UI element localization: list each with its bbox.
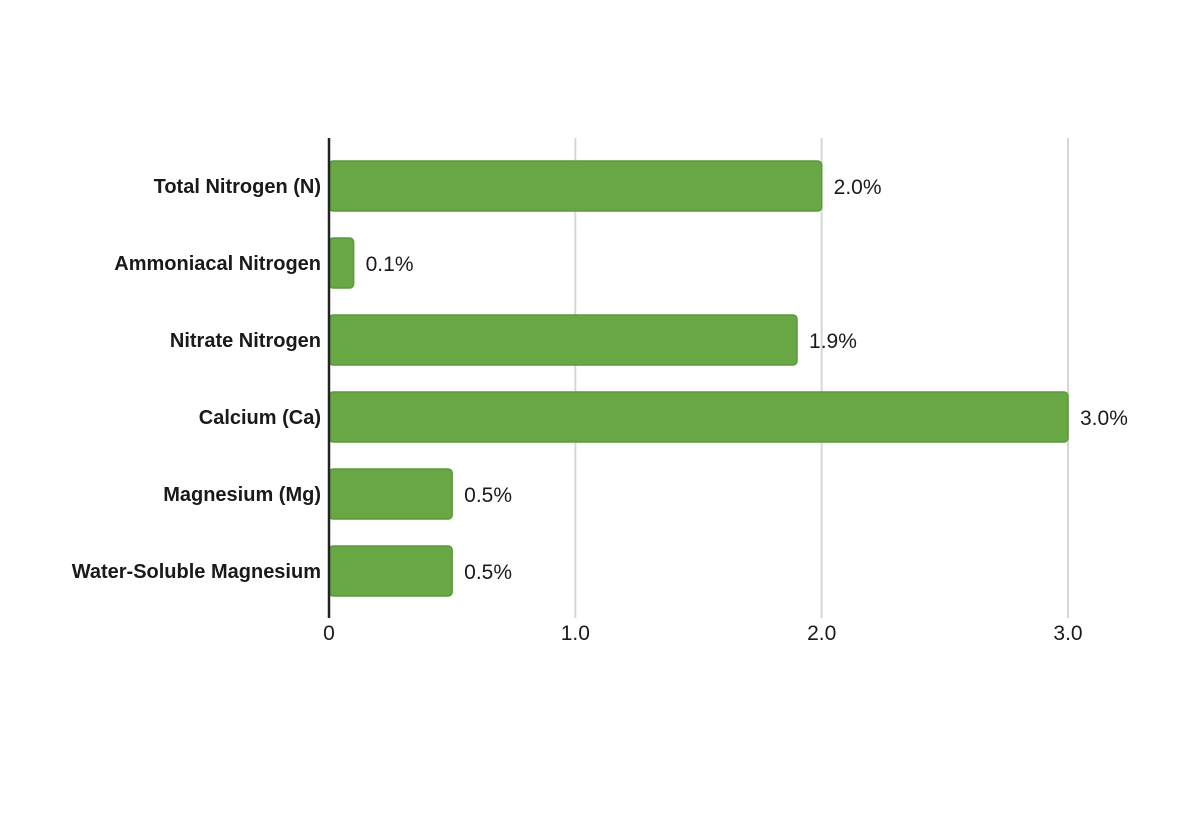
bars	[328, 160, 1069, 597]
category-label: Water-Soluble Magnesium	[72, 561, 321, 583]
bar	[328, 391, 1069, 443]
x-tick-label: 2.0	[807, 622, 836, 645]
value-label: 1.9%	[809, 330, 857, 353]
category-label: Calcium (Ca)	[199, 407, 321, 429]
category-label: Total Nitrogen (N)	[154, 176, 321, 198]
category-label: Ammoniacal Nitrogen	[114, 253, 321, 275]
bar	[328, 545, 453, 597]
category-label: Nitrate Nitrogen	[170, 330, 321, 352]
labels: 0 1.0 2.0 3.0 Total Nitrogen (N) 2.0% Ammoniac…	[72, 176, 1128, 645]
x-tick-label: 0	[323, 622, 335, 645]
value-label: 0.1%	[366, 253, 414, 276]
value-label: 3.0%	[1080, 407, 1128, 430]
grid-lines	[574, 138, 1069, 618]
bar	[328, 237, 355, 289]
bar	[328, 314, 798, 366]
value-label: 0.5%	[464, 484, 512, 507]
value-label: 0.5%	[464, 561, 512, 584]
value-label: 2.0%	[834, 176, 882, 199]
bar	[328, 468, 453, 520]
x-tick-label: 3.0	[1053, 622, 1082, 645]
x-tick-label: 1.0	[561, 622, 590, 645]
category-label: Magnesium (Mg)	[163, 484, 321, 506]
bar	[328, 160, 823, 212]
